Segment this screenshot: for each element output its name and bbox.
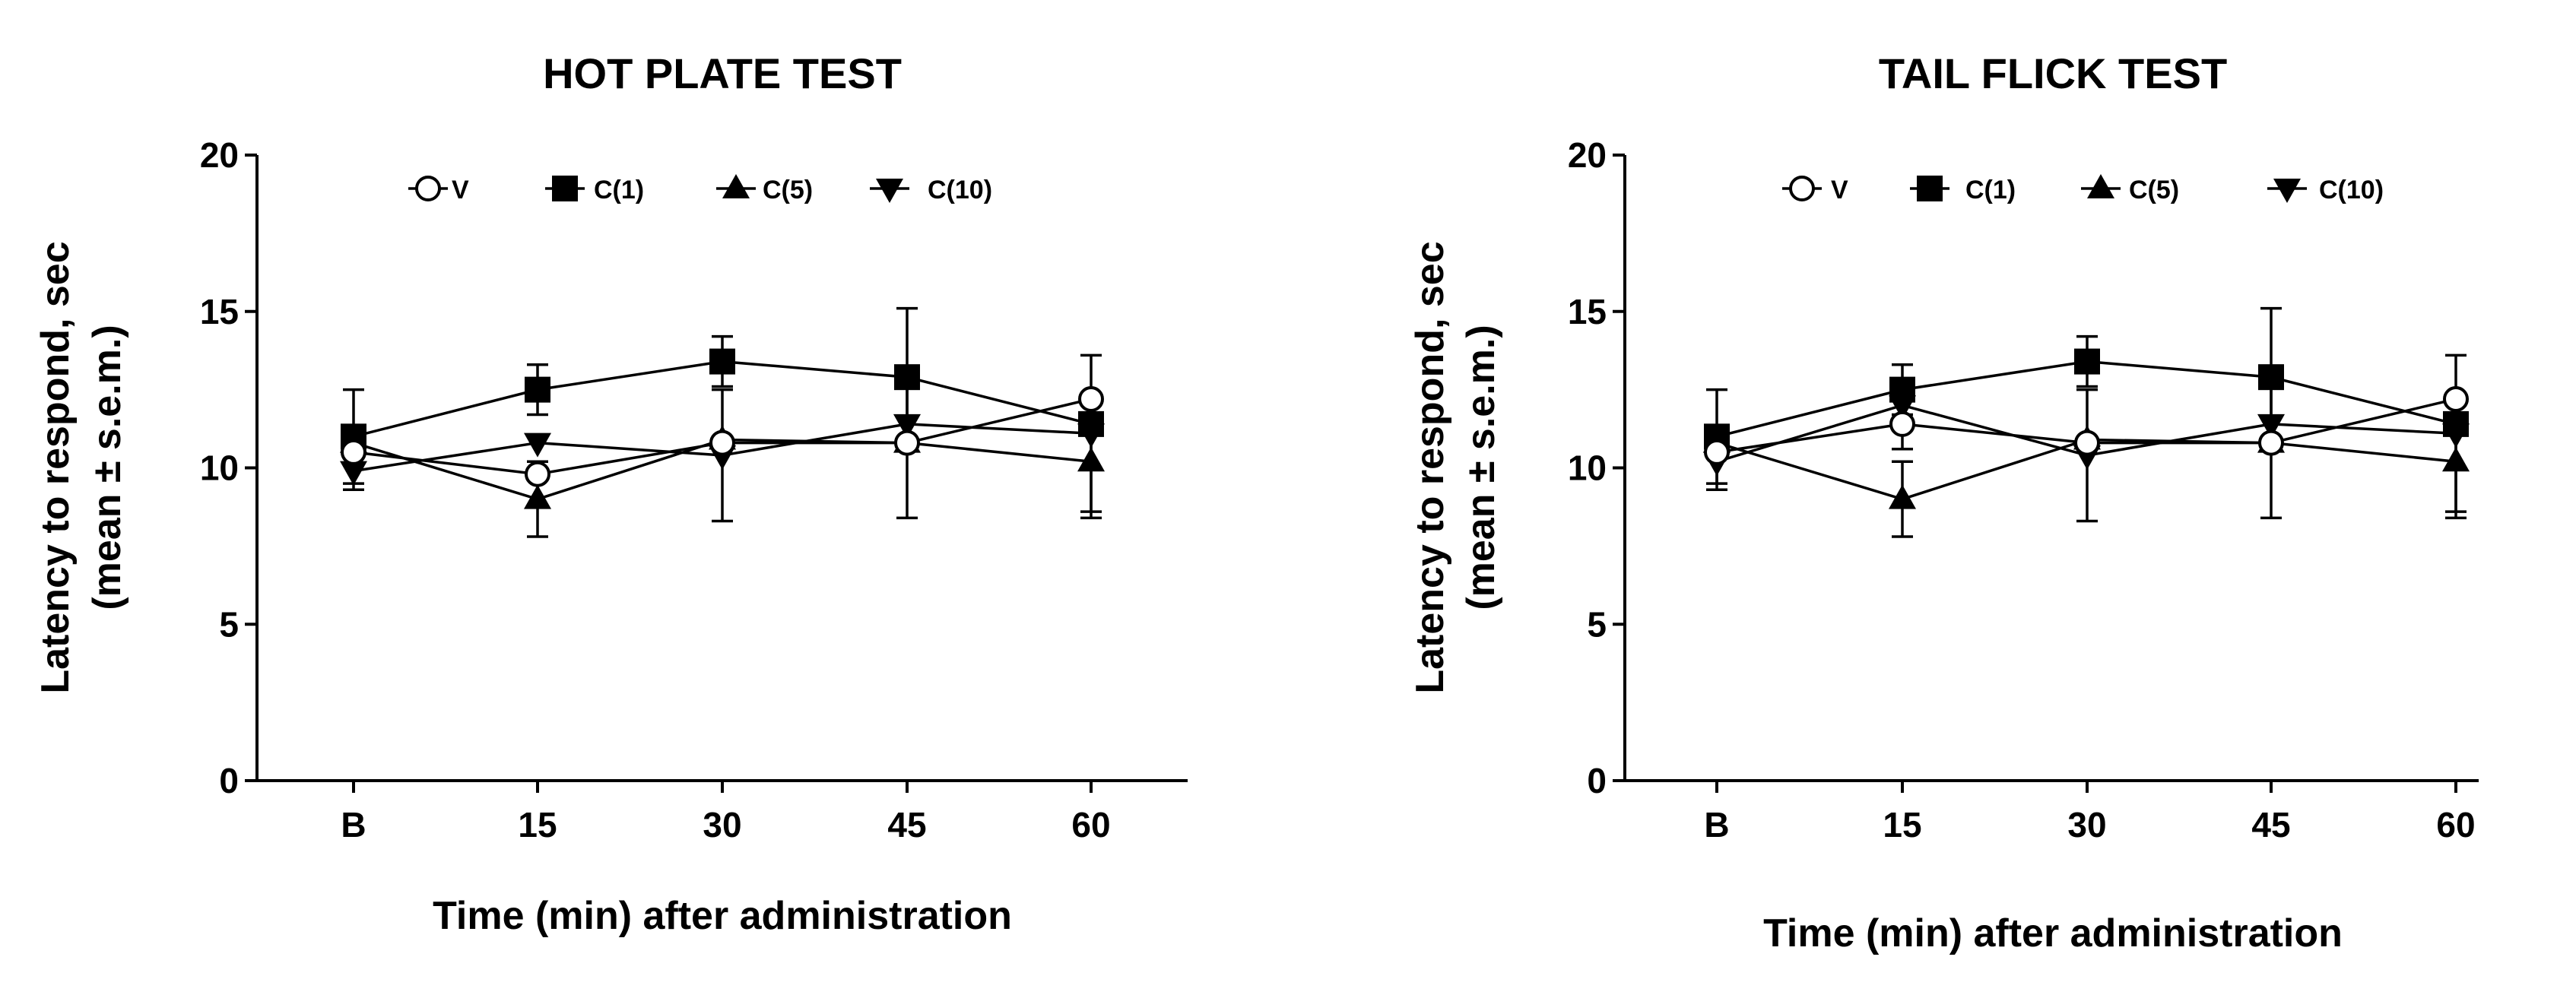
- x-axis-label: Time (min) after administration: [1763, 911, 2343, 955]
- legend-label-V: V: [452, 176, 469, 204]
- x-tick-label: 60: [1071, 805, 1110, 844]
- marker-square-C(1): [2258, 364, 2284, 391]
- legend-label-C(1): C(1): [1965, 176, 2016, 204]
- legend-label-V: V: [1831, 176, 1848, 204]
- y-tick-label: 10: [200, 448, 239, 488]
- marker-circle-V: [1078, 385, 1104, 412]
- marker-triangle-down-C(10): [1077, 423, 1105, 448]
- y-axis-label: Latency to respond, sec: [1408, 241, 1452, 693]
- marker-triangle-down-C(10): [1889, 395, 1916, 420]
- y-tick-label: 20: [1568, 135, 1607, 175]
- marker-triangle-up-C(5): [1077, 447, 1105, 472]
- x-tick-label: 60: [2436, 805, 2475, 844]
- x-tick-label: B: [1704, 805, 1729, 844]
- y-tick-label: 5: [219, 604, 239, 644]
- x-tick-label: 45: [2251, 805, 2290, 844]
- x-tick-label: 15: [518, 805, 557, 844]
- y-axis-label: Latency to respond, sec: [33, 241, 78, 693]
- marker-square-legend-C(1): [1917, 176, 1943, 201]
- marker-triangle-down-C(10): [2442, 423, 2470, 448]
- legend-label-C(5): C(5): [763, 176, 813, 204]
- marker-triangle-up-legend-C(5): [722, 174, 750, 198]
- marker-triangle-down-legend-C(10): [876, 179, 903, 203]
- marker-square-legend-C(1): [552, 176, 578, 201]
- y-axis-label-sub: (mean ± s.e.m.): [1459, 325, 1503, 610]
- marker-triangle-down-C(10): [340, 461, 367, 486]
- x-tick-label: B: [341, 805, 366, 844]
- y-tick-label: 5: [1587, 604, 1607, 644]
- marker-circle-V: [709, 429, 735, 456]
- legend-label-C(10): C(10): [928, 176, 992, 204]
- chart-panel-2: TAIL FLICK TEST 0 5 10 15 20 B 15 30 45 60 Time (mi…: [1408, 49, 2479, 955]
- x-tick-label: 30: [703, 805, 741, 844]
- legend-label-C(1): C(1): [594, 176, 644, 204]
- marker-triangle-down-legend-C(10): [2273, 179, 2301, 203]
- y-tick-label: 0: [219, 761, 239, 800]
- marker-circle-V: [1889, 410, 1915, 437]
- marker-triangle-down-C(10): [524, 433, 551, 458]
- marker-triangle-up-C(5): [2442, 447, 2470, 472]
- y-tick-label: 15: [200, 292, 239, 331]
- legend-label-C(10): C(10): [2319, 176, 2384, 204]
- marker-circle-V: [2443, 385, 2469, 412]
- marker-triangle-up-C(5): [1889, 484, 1916, 509]
- marker-triangle-down-C(10): [893, 414, 921, 439]
- marker-circle-V: [2074, 429, 2100, 456]
- marker-circle-V: [1704, 439, 1730, 465]
- chart-panel-1: HOT PLATE TEST 0 5 10 15 20 B 15 30 45 60 Time (min…: [33, 49, 1188, 938]
- marker-square-C(1): [709, 348, 735, 375]
- x-axis-label: Time (min) after administration: [433, 894, 1012, 938]
- x-tick-label: 15: [1883, 805, 1921, 844]
- chart-title: HOT PLATE TEST: [543, 49, 902, 97]
- marker-square-C(1): [2074, 348, 2100, 375]
- marker-triangle-up-legend-C(5): [2087, 174, 2114, 198]
- y-axis-label-sub: (mean ± s.e.m.): [85, 325, 129, 610]
- marker-circle-V: [341, 439, 366, 465]
- marker-circle-V: [2258, 429, 2284, 456]
- y-tick-label: 20: [200, 135, 239, 175]
- marker-circle-V: [894, 429, 920, 456]
- marker-circle-legend-V: [415, 176, 441, 201]
- marker-square-C(1): [525, 376, 550, 403]
- marker-circle-V: [525, 461, 550, 487]
- y-tick-label: 0: [1587, 761, 1607, 800]
- marker-triangle-up-C(5): [524, 484, 551, 509]
- y-tick-label: 15: [1568, 292, 1607, 331]
- marker-triangle-down-C(10): [2257, 414, 2285, 439]
- y-tick-label: 10: [1568, 448, 1607, 488]
- marker-circle-legend-V: [1789, 176, 1815, 201]
- marker-square-C(1): [894, 364, 920, 391]
- chart-title: TAIL FLICK TEST: [1879, 49, 2227, 97]
- x-tick-label: 30: [2067, 805, 2106, 844]
- legend-label-C(5): C(5): [2129, 176, 2179, 204]
- x-tick-label: 45: [887, 805, 926, 844]
